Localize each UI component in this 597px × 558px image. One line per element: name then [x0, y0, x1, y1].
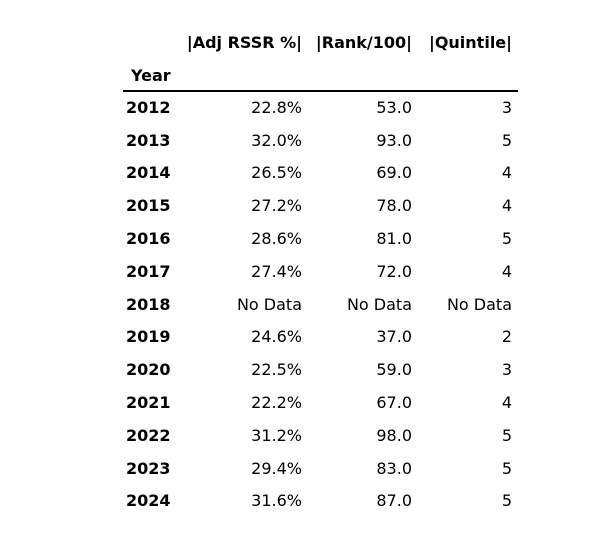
- cell-adj-rssr: 29.4%: [251, 458, 302, 478]
- row-year-label: 2020: [126, 360, 171, 380]
- cell-rank: 78.0: [376, 196, 412, 216]
- cell-rank: 93.0: [376, 130, 412, 150]
- cell-quintile: No Data: [446, 294, 512, 314]
- table-row: 2016 28.6% 81.0 5: [123, 222, 518, 255]
- cell-rank: 81.0: [376, 229, 412, 249]
- row-year-label: 2018: [126, 294, 171, 314]
- cell-quintile: 5: [501, 458, 512, 478]
- row-year-label: 2016: [126, 229, 171, 249]
- cell-adj-rssr: 28.6%: [251, 229, 302, 249]
- cell-rank: 72.0: [376, 261, 412, 281]
- cell-quintile: 4: [501, 393, 512, 413]
- row-year-label: 2021: [126, 393, 171, 413]
- table-row: 2012 22.8% 53.0 3: [123, 91, 518, 124]
- cell-adj-rssr: 27.4%: [251, 261, 302, 281]
- cell-adj-rssr: 22.2%: [251, 393, 302, 413]
- cell-rank: No Data: [346, 294, 412, 314]
- cell-adj-rssr: 27.2%: [251, 196, 302, 216]
- row-year-label: 2019: [126, 327, 171, 347]
- cell-rank: 37.0: [376, 327, 412, 347]
- row-year-label: 2012: [126, 98, 171, 118]
- cell-rank: 87.0: [376, 491, 412, 511]
- table-row: 2020 22.5% 59.0 3: [123, 353, 518, 386]
- cell-quintile: 3: [501, 360, 512, 380]
- cell-adj-rssr: No Data: [236, 294, 302, 314]
- table-row: 2021 22.2% 67.0 4: [123, 386, 518, 419]
- data-table-container: |Adj RSSR %| |Rank/100| |Quintile| Year …: [123, 24, 518, 517]
- cell-adj-rssr: 24.6%: [251, 327, 302, 347]
- table-header: |Adj RSSR %| |Rank/100| |Quintile| Year: [123, 24, 518, 92]
- table-row: 2023 29.4% 83.0 5: [123, 452, 518, 485]
- cell-quintile: 5: [501, 491, 512, 511]
- table-row: 2024 31.6% 87.0 5: [123, 485, 518, 518]
- index-header-year: Year: [123, 60, 185, 92]
- table-body: 2012 22.8% 53.0 3 2013 32.0% 93.0 5 2014 26.5% 69.…: [123, 91, 518, 517]
- row-year-label: 2015: [126, 196, 171, 216]
- table-row: 2017 27.4% 72.0 4: [123, 255, 518, 288]
- cell-adj-rssr: 32.0%: [251, 130, 302, 150]
- table-row: 2015 27.2% 78.0 4: [123, 189, 518, 222]
- row-year-label: 2017: [126, 261, 171, 281]
- cell-quintile: 5: [501, 229, 512, 249]
- corner-cell: [123, 24, 185, 60]
- index-header-row: Year: [123, 60, 518, 92]
- cell-quintile: 4: [501, 163, 512, 183]
- table-row: 2014 26.5% 69.0 4: [123, 157, 518, 190]
- row-year-label: 2024: [126, 491, 171, 511]
- cell-adj-rssr: 22.5%: [251, 360, 302, 380]
- cell-adj-rssr: 26.5%: [251, 163, 302, 183]
- cell-adj-rssr: 31.2%: [251, 425, 302, 445]
- row-year-label: 2014: [126, 163, 171, 183]
- cell-rank: 59.0: [376, 360, 412, 380]
- column-header-rank: |Rank/100|: [315, 32, 412, 52]
- table-row: 2022 31.2% 98.0 5: [123, 419, 518, 452]
- cell-rank: 67.0: [376, 393, 412, 413]
- cell-rank: 83.0: [376, 458, 412, 478]
- table-row: 2019 24.6% 37.0 2: [123, 321, 518, 354]
- cell-adj-rssr: 31.6%: [251, 491, 302, 511]
- cell-quintile: 4: [501, 196, 512, 216]
- cell-quintile: 3: [501, 98, 512, 118]
- cell-rank: 69.0: [376, 163, 412, 183]
- cell-rank: 53.0: [376, 98, 412, 118]
- column-header-adj-rssr: |Adj RSSR %|: [186, 32, 302, 52]
- row-year-label: 2013: [126, 130, 171, 150]
- row-year-label: 2022: [126, 425, 171, 445]
- cell-quintile: 4: [501, 261, 512, 281]
- column-header-row: |Adj RSSR %| |Rank/100| |Quintile|: [123, 24, 518, 60]
- cell-quintile: 5: [501, 130, 512, 150]
- table-row: 2018 No Data No Data No Data: [123, 288, 518, 321]
- column-header-quintile: |Quintile|: [428, 32, 512, 52]
- row-year-label: 2023: [126, 458, 171, 478]
- cell-rank: 98.0: [376, 425, 412, 445]
- table-row: 2013 32.0% 93.0 5: [123, 124, 518, 157]
- data-table: |Adj RSSR %| |Rank/100| |Quintile| Year …: [123, 24, 518, 517]
- cell-quintile: 5: [501, 425, 512, 445]
- cell-quintile: 2: [501, 327, 512, 347]
- cell-adj-rssr: 22.8%: [251, 98, 302, 118]
